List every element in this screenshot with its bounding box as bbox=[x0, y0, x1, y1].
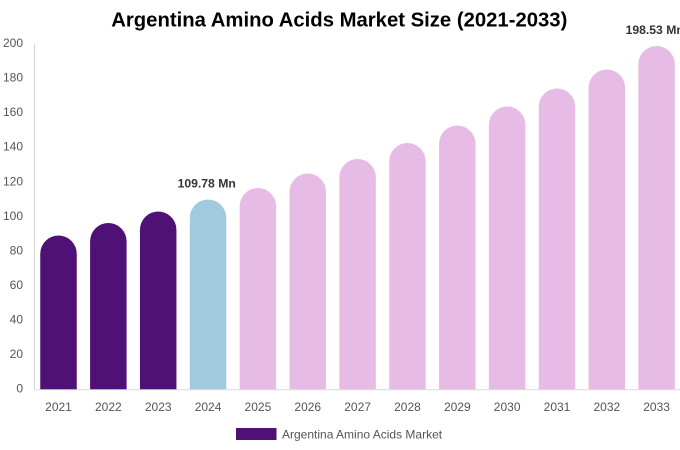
svg-text:200: 200 bbox=[3, 36, 23, 50]
svg-text:80: 80 bbox=[10, 243, 24, 257]
svg-text:Argentina Amino Acids Market S: Argentina Amino Acids Market Size (2021-… bbox=[111, 10, 567, 32]
svg-text:2023: 2023 bbox=[145, 400, 172, 414]
svg-text:109.78 Mn: 109.78 Mn bbox=[178, 177, 236, 191]
svg-text:2028: 2028 bbox=[394, 400, 421, 414]
svg-text:2021: 2021 bbox=[45, 400, 72, 414]
svg-text:2033: 2033 bbox=[643, 400, 670, 414]
svg-text:0: 0 bbox=[16, 382, 23, 396]
svg-text:100: 100 bbox=[3, 209, 23, 223]
svg-text:20: 20 bbox=[10, 347, 24, 361]
svg-text:2030: 2030 bbox=[494, 400, 521, 414]
svg-text:198.53 Mn: 198.53 Mn bbox=[626, 23, 680, 37]
svg-text:180: 180 bbox=[3, 71, 23, 85]
svg-text:160: 160 bbox=[3, 105, 23, 119]
svg-text:2024: 2024 bbox=[195, 400, 222, 414]
svg-text:2027: 2027 bbox=[344, 400, 371, 414]
svg-text:2026: 2026 bbox=[294, 400, 321, 414]
svg-text:140: 140 bbox=[3, 140, 23, 154]
svg-text:60: 60 bbox=[10, 278, 24, 292]
svg-text:40: 40 bbox=[10, 312, 24, 326]
svg-text:2025: 2025 bbox=[245, 400, 272, 414]
svg-text:Argentina Amino Acids Market: Argentina Amino Acids Market bbox=[282, 428, 443, 442]
svg-text:2031: 2031 bbox=[544, 400, 571, 414]
svg-text:2029: 2029 bbox=[444, 400, 471, 414]
svg-text:2032: 2032 bbox=[593, 400, 620, 414]
svg-text:120: 120 bbox=[3, 174, 23, 188]
svg-text:2022: 2022 bbox=[95, 400, 122, 414]
